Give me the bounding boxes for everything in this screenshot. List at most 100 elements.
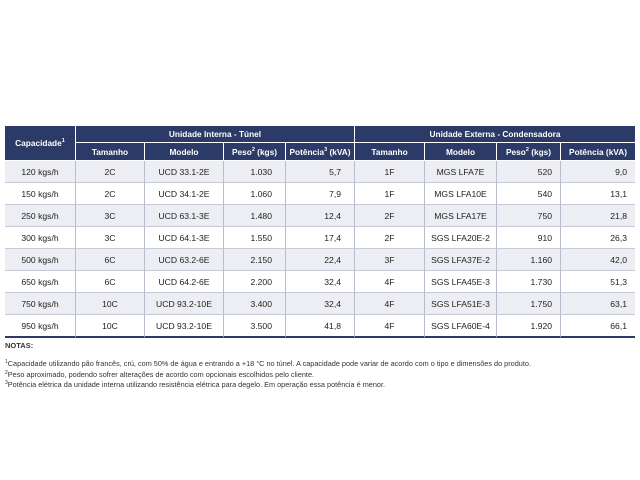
ext-model-cell: SGS LFA20E-2 — [425, 227, 498, 249]
capacity-cell: 650 kgs/h — [5, 271, 76, 293]
int-model-header: Modelo — [145, 143, 224, 161]
ext-weight-cell: 1.160 — [497, 249, 562, 271]
int-model-cell: UCD 64.1-3E — [145, 227, 224, 249]
ext-weight-cell: 1.730 — [497, 271, 562, 293]
table-row: 300 kgs/h 3C UCD 64.1-3E 1.550 17,4 2F S… — [5, 227, 636, 249]
capacity-cell: 300 kgs/h — [5, 227, 76, 249]
ext-model-cell: SGS LFA60E-4 — [425, 315, 498, 338]
ext-power-cell: 66,1 — [561, 315, 636, 338]
column-header-row: Tamanho Modelo Peso2 (kgs) Potência3 (kV… — [5, 143, 636, 161]
int-model-cell: UCD 93.2-10E — [145, 315, 224, 338]
capacity-cell: 950 kgs/h — [5, 315, 76, 338]
ext-size-cell: 3F — [355, 249, 426, 271]
int-model-cell: UCD 63.2-6E — [145, 249, 224, 271]
ext-weight-cell: 520 — [497, 161, 562, 183]
int-model-cell: UCD 64.2-6E — [145, 271, 224, 293]
int-power-cell: 32,4 — [286, 271, 356, 293]
int-power-cell: 22,4 — [286, 249, 356, 271]
int-model-cell: UCD 93.2-10E — [145, 293, 224, 315]
capacity-cell: 120 kgs/h — [5, 161, 76, 183]
int-model-cell: UCD 63.1-3E — [145, 205, 224, 227]
ext-model-header: Modelo — [425, 143, 498, 161]
table-row: 250 kgs/h 3C UCD 63.1-3E 1.480 12,4 2F M… — [5, 205, 636, 227]
int-model-cell: UCD 33.1-2E — [145, 161, 224, 183]
ext-weight-header: Peso2 (kgs) — [497, 143, 562, 161]
note-item: 3Potência elétrica da unidade interna ut… — [5, 380, 386, 390]
ext-power-cell: 21,8 — [561, 205, 636, 227]
ext-weight-cell: 540 — [497, 183, 562, 205]
notes-section: NOTAS: 1Capacidade utilizando pão francê… — [5, 341, 635, 390]
ext-size-cell: 2F — [355, 227, 426, 249]
ext-model-cell: SGS LFA37E-2 — [425, 249, 498, 271]
int-weight-cell: 1.550 — [224, 227, 286, 249]
ext-size-cell: 4F — [355, 293, 426, 315]
ext-power-cell: 9,0 — [561, 161, 636, 183]
table-row: 120 kgs/h 2C UCD 33.1-2E 1.030 5,7 1F MG… — [5, 161, 636, 183]
int-size-cell: 3C — [76, 227, 145, 249]
notes-title: NOTAS: — [5, 341, 34, 350]
group-header-row: Capacidade1 Unidade Interna - Túnel Unid… — [5, 126, 636, 161]
int-power-cell: 5,7 — [286, 161, 356, 183]
ext-model-cell: MGS LFA17E — [425, 205, 498, 227]
ext-model-cell: SGS LFA45E-3 — [425, 271, 498, 293]
ext-size-cell: 1F — [355, 161, 426, 183]
int-power-cell: 7,9 — [286, 183, 356, 205]
int-power-cell: 32,4 — [286, 293, 356, 315]
capacity-cell: 150 kgs/h — [5, 183, 76, 205]
ext-size-header: Tamanho — [355, 143, 426, 161]
capacity-header: Capacidade1 — [5, 126, 76, 161]
ext-weight-cell: 750 — [497, 205, 562, 227]
capacity-cell: 750 kgs/h — [5, 293, 76, 315]
specifications-table: Capacidade1 Unidade Interna - Túnel Unid… — [5, 126, 636, 338]
int-power-cell: 41,8 — [286, 315, 356, 338]
int-size-cell: 6C — [76, 249, 145, 271]
int-size-cell: 10C — [76, 315, 145, 338]
int-weight-cell: 3.500 — [224, 315, 286, 338]
ext-weight-cell: 910 — [497, 227, 562, 249]
capacity-cell: 500 kgs/h — [5, 249, 76, 271]
int-size-header: Tamanho — [76, 143, 145, 161]
ext-size-cell: 4F — [355, 315, 426, 338]
int-size-cell: 10C — [76, 293, 145, 315]
table-row: 500 kgs/h 6C UCD 63.2-6E 2.150 22,4 3F S… — [5, 249, 636, 271]
int-weight-cell: 1.030 — [224, 161, 286, 183]
ext-size-cell: 4F — [355, 271, 426, 293]
int-size-cell: 6C — [76, 271, 145, 293]
int-power-cell: 12,4 — [286, 205, 356, 227]
ext-power-cell: 13,1 — [561, 183, 636, 205]
int-weight-cell: 1.060 — [224, 183, 286, 205]
int-size-cell: 2C — [76, 183, 145, 205]
ext-size-cell: 1F — [355, 183, 426, 205]
ext-power-header: Potência (kVA) — [561, 143, 636, 161]
ext-model-cell: SGS LFA51E-3 — [425, 293, 498, 315]
ext-model-cell: MGS LFA7E — [425, 161, 498, 183]
ext-weight-cell: 1.920 — [497, 315, 562, 338]
table-row: 950 kgs/h 10C UCD 93.2-10E 3.500 41,8 4F… — [5, 315, 636, 338]
ext-size-cell: 2F — [355, 205, 426, 227]
int-weight-cell: 2.150 — [224, 249, 286, 271]
ext-model-cell: MGS LFA10E — [425, 183, 498, 205]
int-model-cell: UCD 34.1-2E — [145, 183, 224, 205]
int-size-cell: 3C — [76, 205, 145, 227]
capacity-cell: 250 kgs/h — [5, 205, 76, 227]
int-weight-header: Peso2 (kgs) — [224, 143, 286, 161]
int-power-header: Potência3 (kVA) — [286, 143, 356, 161]
spec-sheet: Capacidade1 Unidade Interna - Túnel Unid… — [5, 126, 636, 390]
int-size-cell: 2C — [76, 161, 145, 183]
table-row: 750 kgs/h 10C UCD 93.2-10E 3.400 32,4 4F… — [5, 293, 636, 315]
internal-unit-header: Unidade Interna - Túnel — [76, 126, 356, 143]
ext-power-cell: 42,0 — [561, 249, 636, 271]
table-row: 150 kgs/h 2C UCD 34.1-2E 1.060 7,9 1F MG… — [5, 183, 636, 205]
int-weight-cell: 1.480 — [224, 205, 286, 227]
int-weight-cell: 3.400 — [224, 293, 286, 315]
ext-power-cell: 26,3 — [561, 227, 636, 249]
note-item: 1Capacidade utilizando pão francês, crú,… — [5, 358, 531, 368]
ext-weight-cell: 1.750 — [497, 293, 562, 315]
external-unit-header: Unidade Externa - Condensadora — [355, 126, 636, 143]
ext-power-cell: 51,3 — [561, 271, 636, 293]
note-item: 2Peso aproximado, podendo sofrer alteraç… — [5, 369, 315, 379]
ext-power-cell: 63,1 — [561, 293, 636, 315]
int-power-cell: 17,4 — [286, 227, 356, 249]
table-row: 650 kgs/h 6C UCD 64.2-6E 2.200 32,4 4F S… — [5, 271, 636, 293]
int-weight-cell: 2.200 — [224, 271, 286, 293]
